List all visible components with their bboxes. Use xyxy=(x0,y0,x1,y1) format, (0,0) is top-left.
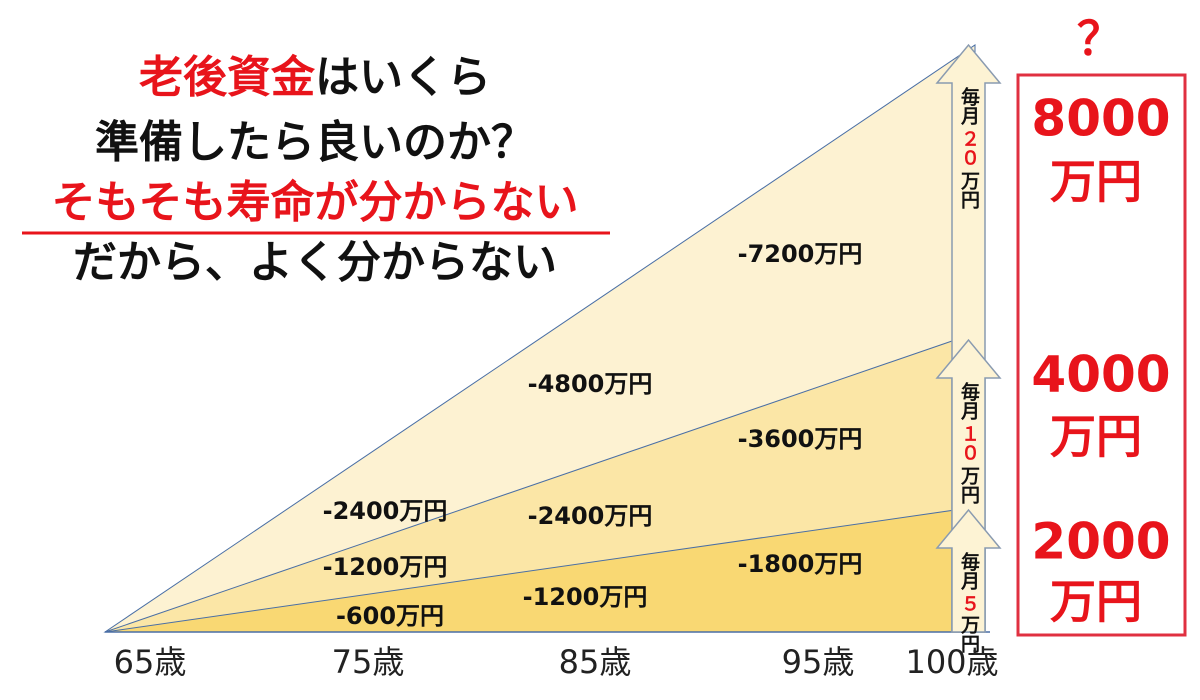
total-amount: 4000 xyxy=(1031,346,1170,404)
area-label: -1200万円 xyxy=(523,583,648,611)
arrow-label: 万円 xyxy=(958,466,981,504)
arrow-label: ２０ xyxy=(958,129,980,167)
title-part: 準備したら良いのか？ xyxy=(95,117,535,168)
title-part: だから、よく分からない xyxy=(73,237,557,288)
age-label: 65歳 xyxy=(114,643,187,681)
arrow-label: ５ xyxy=(958,594,980,613)
title-part: はいくら xyxy=(315,52,491,103)
area-label: -600万円 xyxy=(336,602,444,630)
arrow-label: 万円 xyxy=(958,171,981,209)
title-part: 老後資金 xyxy=(139,52,316,103)
title-line: だから、よく分からない xyxy=(73,237,557,288)
total-amount: 8000 xyxy=(1031,90,1170,148)
title-part: そもそも寿命が分からない xyxy=(51,177,578,228)
total-unit: 万円 xyxy=(1050,575,1142,629)
title-line: 老後資金はいくら xyxy=(139,52,491,103)
question-mark: ？ xyxy=(1077,12,1123,66)
total-box xyxy=(1016,73,1187,637)
age-label: 75歳 xyxy=(332,643,405,681)
area-label: -2400万円 xyxy=(528,502,653,530)
age-label: 100歳 xyxy=(905,643,998,681)
arrow-label: 毎月 xyxy=(958,86,981,126)
area-label: -1800万円 xyxy=(738,550,863,578)
area-label: -3600万円 xyxy=(738,425,863,453)
area-label: -2400万円 xyxy=(323,497,448,525)
area-label: -7200万円 xyxy=(738,240,863,268)
arrow-label: 万円 xyxy=(958,615,981,653)
total-amount: 2000 xyxy=(1031,513,1170,571)
arrow-label: 毎月 xyxy=(958,551,981,591)
title-line: 準備したら良いのか？ xyxy=(95,117,535,168)
area-label: -4800万円 xyxy=(528,370,653,398)
arrow-label: １０ xyxy=(958,424,980,462)
total-unit: 万円 xyxy=(1050,155,1142,209)
age-label: 85歳 xyxy=(559,643,632,681)
title-line: そもそも寿命が分からない xyxy=(51,177,578,228)
total-unit: 万円 xyxy=(1050,410,1142,464)
age-label: 95歳 xyxy=(782,643,855,681)
arrow xyxy=(935,508,1002,633)
area-label: -1200万円 xyxy=(323,553,448,581)
arrow-label: 毎月 xyxy=(958,381,981,421)
